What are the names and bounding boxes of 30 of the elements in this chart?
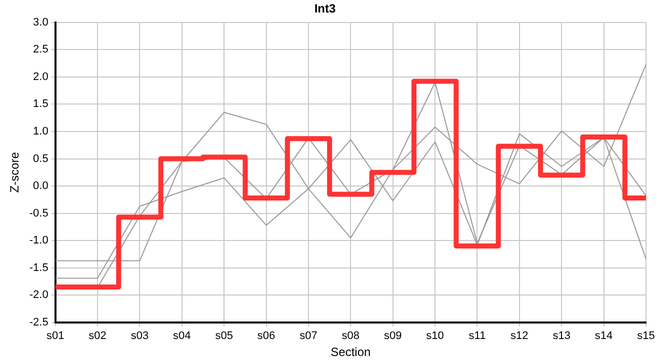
x-tick-label: s15 — [637, 330, 655, 342]
x-tick-label: s07 — [300, 330, 318, 342]
x-tick-label: s04 — [173, 330, 191, 342]
y-tick-label: -0.5 — [29, 207, 48, 220]
x-tick-label: s12 — [510, 330, 528, 342]
x-axis-title: Section — [330, 345, 371, 360]
y-axis-title: Z-score — [8, 152, 22, 193]
x-tick-label: s11 — [468, 330, 486, 342]
x-tick-label: s08 — [342, 330, 360, 342]
x-tick-label: s06 — [257, 330, 276, 342]
y-tick-label: 2.5 — [33, 44, 48, 56]
y-tick-label: 3.0 — [33, 16, 48, 28]
x-tick-label: s02 — [88, 330, 106, 342]
x-tick-label: s01 — [46, 330, 64, 342]
y-tick-label: 0.5 — [33, 152, 48, 165]
x-tick-label: s10 — [426, 330, 444, 342]
y-tick-label: 2.0 — [33, 70, 48, 83]
x-tick-label: s05 — [215, 330, 233, 342]
y-tick-label: -2.5 — [29, 316, 48, 328]
x-tick-label: s09 — [384, 330, 402, 342]
x-tick-label: s13 — [552, 330, 570, 342]
x-tick-label: s03 — [130, 330, 149, 342]
chart-title: Int3 — [314, 2, 336, 16]
y-tick-label: -1.5 — [29, 262, 48, 274]
y-tick-label: 1.5 — [33, 98, 48, 110]
y-tick-label: -2.0 — [29, 289, 48, 302]
y-tick-label: 1.0 — [33, 126, 48, 138]
y-tick-label: -1.0 — [29, 234, 48, 247]
x-tick-label: s14 — [594, 330, 613, 342]
y-tick-label: 0.0 — [33, 180, 48, 192]
